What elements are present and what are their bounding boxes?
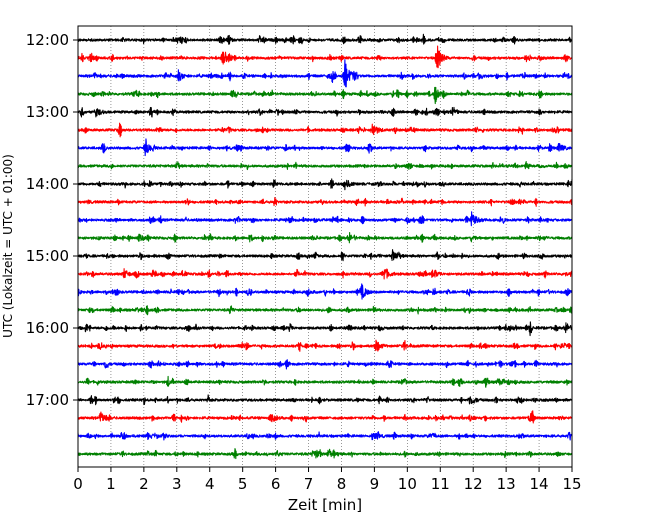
trace-1700 (77, 394, 573, 406)
trace-1230 (77, 59, 573, 88)
x-tick-label: 12 (464, 475, 483, 493)
x-axis-label: Zeit [min] (288, 496, 362, 514)
x-tick-label: 4 (205, 475, 215, 493)
x-tick-label: 10 (398, 475, 417, 493)
trace-1745 (77, 448, 573, 460)
x-tick-label: 7 (304, 475, 314, 493)
x-tick-label: 13 (497, 475, 516, 493)
seismogram-traces (77, 33, 573, 460)
trace-1530 (77, 283, 573, 300)
y-axis-label: UTC (Lokalzeit = UTC + 01:00) (1, 154, 15, 338)
y-tick-label: 12:00 (26, 31, 69, 49)
trace-1345 (77, 160, 573, 171)
x-tick-label: 5 (238, 475, 248, 493)
trace-1515 (77, 268, 573, 280)
x-tick-label: 3 (172, 475, 182, 493)
trace-1715 (77, 410, 573, 424)
trace-1415 (77, 197, 573, 207)
x-axis: 0 1 2 3 4 5 6 7 8 9 10 11 12 13 14 15 (73, 467, 582, 493)
plot-frame (77, 25, 573, 468)
trace-1630 (77, 359, 573, 370)
trace-1300 (77, 106, 573, 118)
x-tick-label: 15 (562, 475, 581, 493)
x-tick-label: 8 (337, 475, 347, 493)
y-tick-label: 14:00 (26, 175, 69, 193)
x-tick-label: 11 (431, 475, 450, 493)
trace-1400 (77, 178, 573, 191)
trace-1545 (77, 305, 573, 316)
trace-1245 (77, 86, 573, 105)
x-tick-label: 14 (530, 475, 549, 493)
trace-1600 (77, 321, 573, 337)
trace-1645 (77, 375, 573, 388)
x-tick-label: 2 (139, 475, 149, 493)
trace-1445 (77, 232, 573, 244)
y-tick-label: 15:00 (26, 247, 69, 265)
trace-1200 (77, 33, 573, 45)
y-tick-label: 17:00 (26, 391, 69, 409)
x-tick-label: 9 (370, 475, 380, 493)
trace-1730 (77, 431, 573, 441)
y-tick-label: 16:00 (26, 319, 69, 337)
x-tick-label: 6 (271, 475, 281, 493)
trace-1215 (77, 45, 573, 69)
trace-1315 (77, 122, 573, 138)
trace-1430 (77, 211, 573, 227)
trace-1330 (77, 138, 573, 157)
y-axis: 12:00 13:00 14:00 15:00 16:00 17:00 (26, 31, 78, 409)
x-tick-label: 0 (73, 475, 83, 493)
y-tick-label: 13:00 (26, 103, 69, 121)
x-tick-label: 1 (106, 475, 116, 493)
trace-1615 (77, 339, 573, 352)
trace-1500 (77, 249, 573, 262)
